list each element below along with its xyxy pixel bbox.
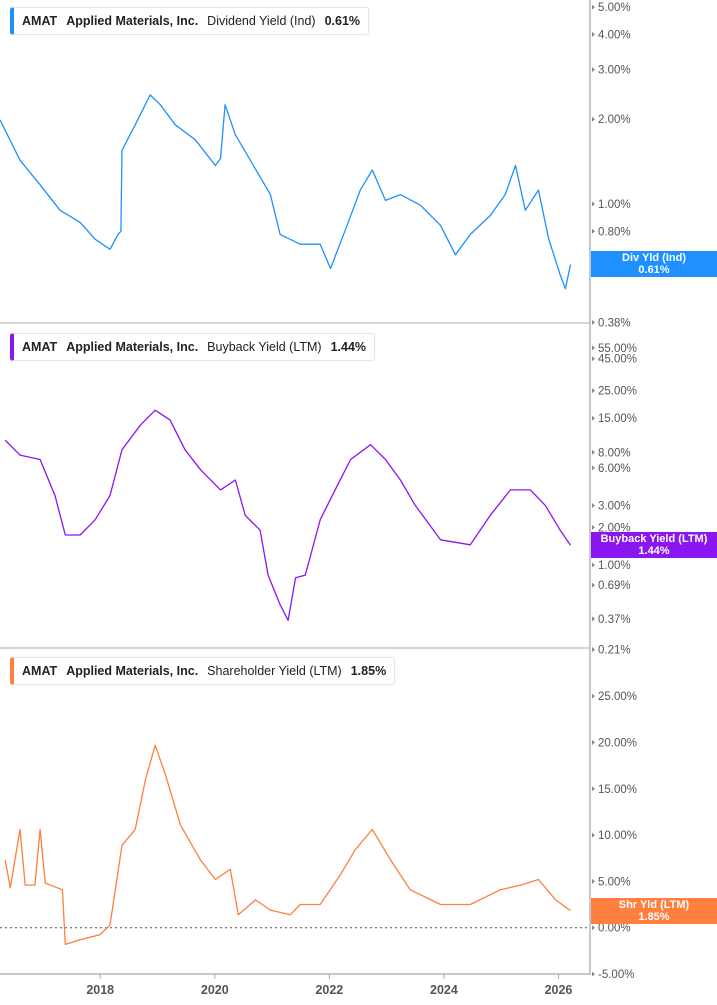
y-tick-label: 4.00% xyxy=(598,29,631,41)
y-tick-mark xyxy=(592,925,595,931)
tag-value: 0.61% xyxy=(638,264,670,277)
x-tick-label: 2020 xyxy=(201,983,229,997)
y-tick-label: 10.00% xyxy=(598,830,637,842)
y-tick-label: 3.00% xyxy=(598,500,631,512)
series-line-0 xyxy=(0,94,572,290)
y-tick-mark xyxy=(592,971,595,977)
y-tick-mark xyxy=(592,524,595,530)
y-tick-label: 20.00% xyxy=(598,737,637,749)
y-tick-mark xyxy=(592,228,595,234)
y-tick-label: 15.00% xyxy=(598,413,637,425)
y-tick-label: 5.00% xyxy=(598,2,631,14)
y-tick-label: 0.00% xyxy=(598,923,631,935)
y-tick-mark xyxy=(592,201,595,207)
series-line-2 xyxy=(4,744,571,946)
y-tick-label: 5.00% xyxy=(598,876,631,888)
y-tick-mark xyxy=(592,345,595,351)
tag-label: Div Yld (Ind) xyxy=(622,252,686,265)
y-tick-label: 1.00% xyxy=(598,560,631,572)
y-tick-label: 8.00% xyxy=(598,447,631,459)
y-tick-label: 25.00% xyxy=(598,691,637,703)
tag-label: Shr Yld (LTM) xyxy=(618,898,690,911)
y-tick-mark xyxy=(592,116,595,122)
x-tick-label: 2018 xyxy=(86,983,114,997)
legend-ticker: AMAT xyxy=(22,14,58,28)
y-tick-mark xyxy=(592,415,595,421)
legend-value: 0.61% xyxy=(324,14,361,28)
y-tick-label: -5.00% xyxy=(598,969,634,981)
y-tick-label: 1.00% xyxy=(598,199,631,211)
y-tick-mark xyxy=(592,739,595,745)
y-tick-mark xyxy=(592,616,595,622)
tag-value: 1.44% xyxy=(638,545,670,558)
legend-buyback-yield: AMAT Applied Materials, Inc. Buyback Yie… xyxy=(10,333,376,361)
legend-ticker: AMAT xyxy=(22,340,58,354)
y-tick-label: 0.37% xyxy=(598,614,631,626)
y-tick-mark xyxy=(592,832,595,838)
legend-value: 1.85% xyxy=(350,664,387,678)
legend-shareholder-yield: AMAT Applied Materials, Inc. Shareholder… xyxy=(10,657,396,685)
value-tag-dividend-yield: Div Yld (Ind) 0.61% xyxy=(591,251,717,278)
y-tick-label: 2.00% xyxy=(598,522,631,534)
y-tick-mark xyxy=(592,562,595,568)
value-tag-buyback-yield: Buyback Yield (LTM) 1.44% xyxy=(591,532,717,559)
y-tick-label: 0.38% xyxy=(598,317,631,329)
y-tick-mark xyxy=(592,67,595,73)
legend-metric: Dividend Yield (Ind) xyxy=(207,14,316,28)
y-tick-mark xyxy=(592,356,595,362)
legend-company: Applied Materials, Inc. xyxy=(66,340,199,354)
legend-dividend-yield: AMAT Applied Materials, Inc. Dividend Yi… xyxy=(10,7,370,35)
y-tick-label: 15.00% xyxy=(598,784,637,796)
legend-value: 1.44% xyxy=(330,340,367,354)
y-tick-mark xyxy=(592,31,595,37)
y-tick-label: 2.00% xyxy=(598,114,631,126)
value-tag-shareholder-yield: Shr Yld (LTM) 1.85% xyxy=(591,897,717,924)
y-tick-label: 0.80% xyxy=(598,226,631,238)
legend-ticker: AMAT xyxy=(22,664,58,678)
y-tick-mark xyxy=(592,449,595,455)
y-tick-mark xyxy=(592,582,595,588)
series-line-1 xyxy=(4,409,572,621)
y-tick-label: 45.00% xyxy=(598,354,637,366)
legend-company: Applied Materials, Inc. xyxy=(66,14,199,28)
x-tick-label: 2024 xyxy=(430,983,458,997)
legend-metric: Buyback Yield (LTM) xyxy=(207,340,322,354)
y-tick-label: 3.00% xyxy=(598,65,631,77)
y-tick-label: 25.00% xyxy=(598,386,637,398)
y-tick-mark xyxy=(592,647,595,653)
y-tick-mark xyxy=(592,878,595,884)
tag-value: 1.85% xyxy=(638,910,670,923)
y-tick-mark xyxy=(592,4,595,10)
y-tick-mark xyxy=(592,319,595,325)
y-tick-mark xyxy=(592,786,595,792)
x-tick-label: 2022 xyxy=(315,983,343,997)
x-tick-label: 2026 xyxy=(545,983,573,997)
y-tick-label: 55.00% xyxy=(598,343,637,355)
y-tick-label: 0.21% xyxy=(598,645,631,657)
y-tick-label: 6.00% xyxy=(598,463,631,475)
tag-label: Buyback Yield (LTM) xyxy=(600,533,708,546)
y-tick-mark xyxy=(592,465,595,471)
legend-company: Applied Materials, Inc. xyxy=(66,664,199,678)
legend-metric: Shareholder Yield (LTM) xyxy=(207,664,342,678)
y-tick-mark xyxy=(592,693,595,699)
y-tick-mark xyxy=(592,388,595,394)
y-tick-label: 0.69% xyxy=(598,580,631,592)
y-tick-mark xyxy=(592,502,595,508)
